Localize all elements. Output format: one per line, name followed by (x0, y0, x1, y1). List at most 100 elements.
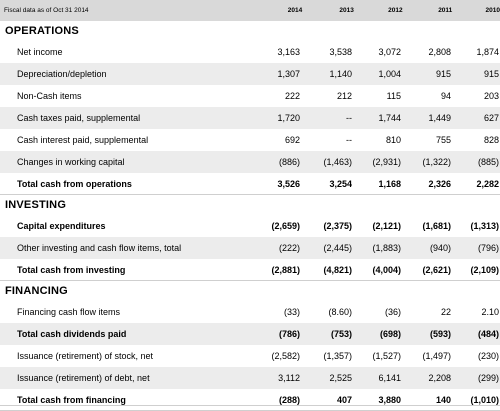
value-cell: (1,322) (422, 157, 451, 167)
row-label: Issuance (retirement) of debt, net (17, 373, 150, 383)
value-cell: 3,526 (277, 178, 300, 189)
value-cell: (1,313) (470, 221, 499, 231)
value-cell: 3,538 (329, 47, 352, 57)
value-cell: 810 (385, 135, 401, 145)
row-label: Net income (17, 47, 63, 57)
value-cell: 2,208 (428, 373, 451, 383)
value-cell: (33) (283, 307, 300, 317)
value-cell: 3,112 (278, 373, 300, 383)
table-header-row: Fiscal data as of Oct 31 2014 2014 2013 … (0, 0, 500, 21)
row-label: Total cash dividends paid (17, 329, 127, 339)
value-cell: (1,527) (372, 351, 401, 361)
value-cell: (940) (429, 243, 451, 253)
value-cell: (885) (477, 157, 499, 167)
table-row: Total cash dividends paid (786) (753) (698)… (0, 323, 500, 345)
row-label: Issuance (retirement) of stock, net (17, 351, 154, 361)
value-cell: 115 (386, 91, 401, 101)
row-label: Financing cash flow items (17, 307, 121, 317)
value-cell: 212 (336, 91, 352, 101)
table-row: Changes in working capital (886) (1,463) (2… (0, 151, 500, 173)
value-cell: (4,821) (323, 264, 352, 275)
year-header: 2014 (287, 7, 303, 14)
value-cell: 1,874 (476, 47, 499, 57)
table-row: Total cash from investing (2,881) (4,821) (… (0, 259, 500, 281)
table-row: Other investing and cash flow items, tot… (0, 237, 500, 259)
value-cell: 3,072 (378, 47, 401, 57)
value-cell: 94 (440, 91, 451, 101)
table-body: OPERATIONS Net income 3,163 3,538 3,072 2,808… (0, 21, 500, 411)
value-cell: 2,282 (476, 178, 499, 189)
table-row: Issuance (retirement) of stock, net (2,58… (0, 345, 500, 367)
section-title: INVESTING (5, 199, 67, 211)
value-cell: (2,931) (372, 157, 401, 167)
value-cell: (2,659) (271, 221, 300, 231)
year-header: 2011 (438, 7, 453, 14)
year-header: 2010 (485, 7, 500, 14)
table-row: Issuance (retirement) of debt, net 3,112 2… (0, 367, 500, 389)
value-cell: 22 (440, 307, 451, 317)
value-cell: 1,744 (378, 113, 401, 123)
section-title: FINANCING (5, 285, 68, 297)
table-row: Cash taxes paid, supplemental 1,720 -- 1,74… (0, 107, 500, 129)
value-cell: (1,463) (323, 157, 352, 167)
value-cell: (2,621) (422, 264, 451, 275)
value-cell: 755 (435, 135, 451, 145)
table-row: Non-Cash items 222 212 115 94 203 (0, 85, 500, 107)
value-cell: (230) (477, 351, 499, 361)
value-cell: (222) (278, 243, 300, 253)
value-cell: 1,449 (428, 113, 451, 123)
value-cell: 692 (284, 135, 300, 145)
value-cell: (1,883) (372, 243, 401, 253)
value-cell: 3,880 (378, 394, 401, 405)
value-cell: (1,681) (422, 221, 451, 231)
value-cell: 915 (483, 69, 499, 79)
value-cell: (796) (477, 243, 499, 253)
value-cell: (2,375) (323, 221, 352, 231)
value-cell: (593) (429, 329, 451, 339)
value-cell: 2,525 (329, 373, 352, 383)
table-row: Net income 3,163 3,538 3,072 2,808 1,874 (0, 41, 500, 63)
value-cell: 1,168 (378, 178, 401, 189)
value-cell: (4,004) (372, 264, 401, 275)
value-cell: (2,121) (372, 221, 401, 231)
value-cell: 2.10 (481, 307, 499, 317)
table-row: Total cash from operations 3,526 3,254 1,16… (0, 173, 500, 195)
table-row: Depreciation/depletion 1,307 1,140 1,004 915… (0, 63, 500, 85)
value-cell: (2,445) (323, 243, 352, 253)
value-cell: (1,010) (470, 394, 499, 405)
value-cell: 1,140 (329, 69, 352, 79)
value-cell: -- (346, 135, 352, 145)
value-cell: (1,357) (323, 351, 352, 361)
value-cell: 2,326 (428, 178, 451, 189)
value-cell: (2,109) (470, 264, 499, 275)
year-header: 2013 (339, 7, 354, 14)
section-header: FINANCING (0, 281, 500, 301)
value-cell: (288) (278, 394, 300, 405)
table-row: Capital expenditures (2,659) (2,375) (2,121… (0, 215, 500, 237)
value-cell: 1,004 (378, 69, 401, 79)
value-cell: 407 (336, 394, 352, 405)
row-label: Other investing and cash flow items, tot… (17, 243, 182, 253)
table-row: Total cash from financing (288) 407 3,880 14… (0, 389, 500, 411)
value-cell: 627 (483, 113, 499, 123)
value-cell: (1,497) (422, 351, 451, 361)
row-label: Changes in working capital (17, 157, 125, 167)
section-title: OPERATIONS (5, 25, 79, 37)
value-cell: (36) (384, 307, 401, 317)
value-cell: 3,163 (277, 47, 300, 57)
value-cell: 1,720 (277, 113, 300, 123)
table-row: Financing cash flow items (33) (8.60) (36) 2… (0, 301, 500, 323)
value-cell: -- (346, 113, 352, 123)
fiscal-date-label: Fiscal data as of Oct 31 2014 (4, 7, 89, 14)
value-cell: (8.60) (328, 307, 352, 317)
row-label: Capital expenditures (17, 221, 106, 231)
value-cell: 222 (284, 91, 300, 101)
value-cell: 6,141 (378, 373, 401, 383)
section-header: INVESTING (0, 195, 500, 215)
value-cell: 3,254 (329, 178, 352, 189)
value-cell: 203 (483, 91, 499, 101)
value-cell: (786) (278, 329, 300, 339)
value-cell: (2,881) (271, 264, 300, 275)
value-cell: 140 (435, 394, 451, 405)
